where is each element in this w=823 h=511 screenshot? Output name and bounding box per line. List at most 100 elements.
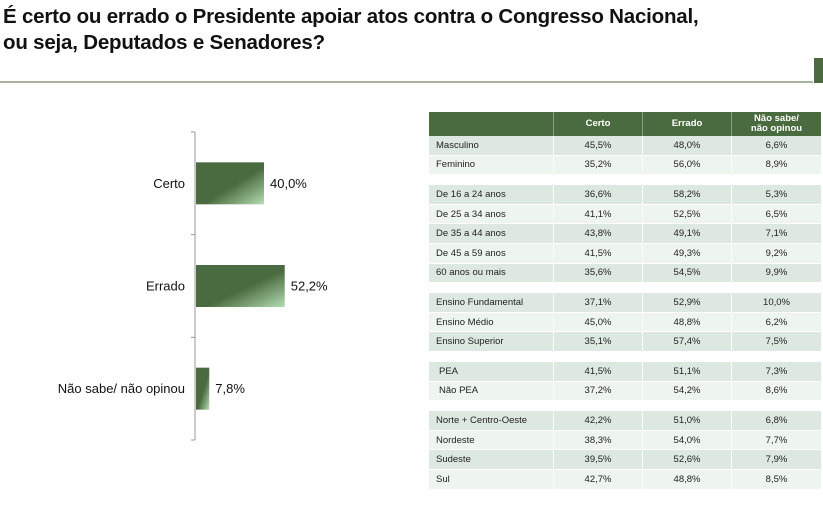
value-cell: 5,3% (765, 188, 788, 200)
value-cell: 48,8% (643, 312, 732, 332)
value-label: 7,8% (215, 381, 245, 396)
value-cell: 6,8% (765, 414, 788, 426)
value-cell: 52,5% (643, 204, 732, 224)
group-spacer (429, 175, 821, 186)
value-cell: 54,0% (643, 430, 732, 450)
value-cell: 36,6% (554, 185, 643, 204)
bar-chart: Certo 40,0% Errado 52,2% Não sabe/ não opino… (58, 131, 328, 441)
table-row: Ensino Fundamental 37,1% 52,9% 10,0% (429, 293, 821, 313)
title-divider (0, 81, 813, 83)
bar-n-o-sabe-n-o-opinou (196, 367, 210, 410)
value-cell: 10,0% (763, 296, 790, 308)
row-label: PEA (429, 361, 554, 381)
row-label: Ensino Fundamental (429, 293, 554, 312)
value-cell: 54,2% (643, 381, 732, 401)
value-cell: 37,1% (554, 293, 643, 312)
value-cell: 56,0% (643, 155, 732, 175)
row-label: Não PEA (429, 381, 554, 401)
corner-accent (814, 58, 823, 83)
row-label: 60 anos ou mais (429, 263, 554, 283)
category-label: Não sabe/ não opinou (58, 381, 185, 396)
table-row: De 25 a 34 anos 41,1% 52,5% 6,5% (429, 204, 821, 225)
value-cell: 8,5% (765, 473, 788, 485)
table-row: Sudeste 39,5% 52,6% 7,9% (429, 450, 821, 470)
title-line-1: É certo ou errado o Presidente apoiar at… (3, 5, 699, 28)
value-cell: 8,9% (765, 159, 788, 171)
table-header-row: Certo Errado Não sabe/ não opinou (429, 112, 821, 136)
table-row: Norte + Centro-Oeste 42,2% 51,0% 6,8% (429, 411, 821, 431)
value-cell: 7,5% (765, 336, 788, 348)
row-label: Ensino Superior (429, 332, 554, 351)
table-row: De 45 a 59 anos 41,5% 49,3% 9,2% (429, 243, 821, 264)
group-spacer (429, 401, 821, 412)
value-cell: 45,0% (554, 312, 643, 332)
row-label: De 45 a 59 anos (429, 243, 554, 263)
value-cell: 7,3% (765, 365, 788, 377)
value-cell: 7,1% (765, 228, 788, 240)
table-row: Sul 42,7% 48,8% 8,5% (429, 469, 821, 490)
row-label: De 35 a 44 anos (429, 224, 554, 243)
value-cell: 49,3% (643, 243, 732, 263)
table-row: Ensino Superior 35,1% 57,4% 7,5% (429, 332, 821, 352)
value-cell: 57,4% (643, 332, 732, 351)
group-spacer (429, 351, 821, 362)
value-cell: 42,7% (554, 469, 643, 489)
value-cell: 6,2% (765, 316, 788, 328)
bar-errado (196, 265, 285, 307)
value-cell: 43,8% (554, 224, 643, 243)
value-cell: 35,6% (554, 263, 643, 283)
value-cell: 42,2% (554, 411, 643, 430)
table-row: Feminino 35,2% 56,0% 8,9% (429, 155, 821, 176)
table-row: 60 anos ou mais 35,6% 54,5% 9,9% (429, 263, 821, 284)
value-cell: 35,1% (554, 332, 643, 351)
value-cell: 35,2% (554, 155, 643, 175)
table-row: Nordeste 38,3% 54,0% 7,7% (429, 430, 821, 451)
value-cell: 39,5% (554, 450, 643, 469)
row-label: Sudeste (429, 450, 554, 469)
value-cell: 41,5% (554, 243, 643, 263)
value-cell: 51,0% (643, 411, 732, 430)
row-label: De 16 a 24 anos (429, 185, 554, 204)
page-title: É certo ou errado o Presidente apoiar at… (3, 4, 699, 56)
value-cell: 54,5% (643, 263, 732, 283)
category-label: Certo (153, 176, 185, 191)
row-label: Ensino Médio (429, 312, 554, 332)
value-cell: 9,9% (765, 267, 788, 279)
header-cell-errado: Errado (643, 112, 732, 136)
value-cell: 38,3% (554, 430, 643, 450)
value-cell: 48,0% (643, 136, 732, 155)
value-cell: 49,1% (643, 224, 732, 243)
table-row: Não PEA 37,2% 54,2% 8,6% (429, 381, 821, 402)
value-cell: 7,9% (765, 454, 788, 466)
title-line-2: ou seja, Deputados e Senadores? (3, 31, 325, 54)
header-cell-certo: Certo (554, 112, 643, 136)
row-label: Sul (429, 469, 554, 489)
bar-certo (196, 162, 264, 205)
group-spacer (429, 283, 821, 294)
table-row: De 35 a 44 anos 43,8% 49,1% 7,1% (429, 224, 821, 244)
header-cell-nao-sabe: Não sabe/ não opinou (732, 112, 821, 136)
row-label: Nordeste (429, 430, 554, 450)
crosstab-table: Certo Errado Não sabe/ não opinou Mascul… (429, 112, 821, 490)
row-label: De 25 a 34 anos (429, 204, 554, 224)
table-row: De 16 a 24 anos 36,6% 58,2% 5,3% (429, 185, 821, 205)
value-cell: 37,2% (554, 381, 643, 401)
value-cell: 45,5% (554, 136, 643, 155)
value-cell: 7,7% (765, 434, 788, 446)
value-cell: 52,6% (643, 450, 732, 469)
value-cell: 8,6% (765, 385, 788, 397)
row-label: Norte + Centro-Oeste (429, 411, 554, 430)
value-cell: 41,1% (554, 204, 643, 224)
table-row: PEA 41,5% 51,1% 7,3% (429, 361, 821, 382)
table-row: Ensino Médio 45,0% 48,8% 6,2% (429, 312, 821, 333)
header-line-1: Não sabe/ (754, 113, 799, 124)
table-row: Masculino 45,5% 48,0% 6,6% (429, 136, 821, 156)
value-label: 52,2% (291, 279, 328, 294)
header-line-2: não opinou (750, 123, 803, 134)
value-cell: 9,2% (765, 247, 788, 259)
row-label: Feminino (429, 155, 554, 175)
value-cell: 58,2% (643, 185, 732, 204)
value-cell: 52,9% (643, 293, 732, 312)
value-cell: 48,8% (643, 469, 732, 489)
value-cell: 6,6% (765, 139, 788, 151)
